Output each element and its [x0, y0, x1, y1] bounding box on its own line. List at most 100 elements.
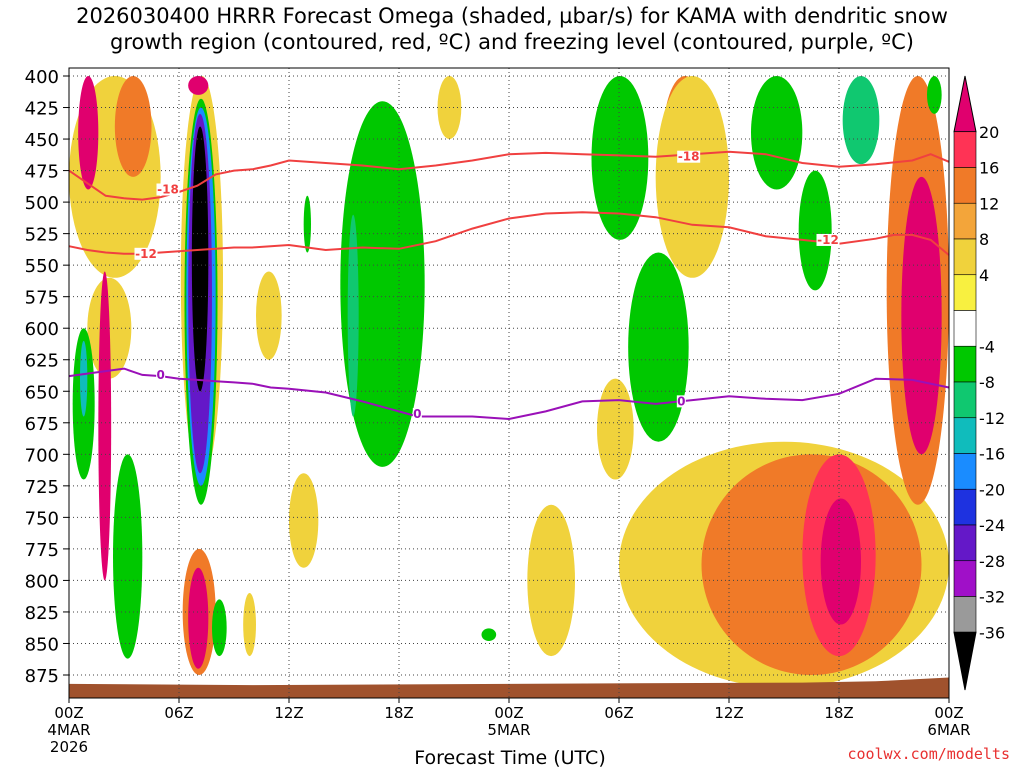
omega-shaded-region-1 — [78, 76, 99, 190]
colorbar-label-2: 12 — [979, 194, 999, 213]
x-tick-label-0: 00Z — [54, 704, 83, 722]
contour-label-bg-2 — [134, 247, 158, 260]
omega-shaded-region-31 — [597, 378, 634, 480]
colorbar-label-10: -24 — [979, 516, 1005, 535]
y-tick-label-575: 575 — [25, 288, 59, 309]
y-tick-label-850: 850 — [25, 634, 59, 655]
y-tick-label-800: 800 — [25, 571, 59, 592]
omega-shaded-region-19 — [188, 567, 209, 669]
omega-shaded-region-28 — [842, 76, 880, 165]
x-tick-date-48: 6MAR — [927, 721, 970, 739]
contour-label-0: -18 — [157, 182, 179, 196]
x-tick-year-0: 2026 — [50, 738, 88, 756]
colorbar-bin-11 — [953, 488, 977, 526]
y-tick-label-425: 425 — [25, 99, 59, 120]
colorbar-bin-2 — [953, 167, 977, 204]
y-tick-label-400: 400 — [25, 67, 59, 88]
colorbar-label-9: -20 — [979, 480, 1005, 499]
y-tick-label-600: 600 — [25, 319, 59, 340]
omega-shaded-region-27 — [751, 76, 803, 190]
y-tick-label-625: 625 — [25, 351, 59, 372]
omega-shaded-region-21 — [243, 593, 256, 657]
omega-shaded-region-29 — [798, 170, 832, 291]
colorbar-label-11: -28 — [979, 552, 1005, 571]
contour-label-bg-5 — [412, 407, 422, 420]
colorbar-bin-6 — [953, 310, 977, 347]
omega-shaded-region-14 — [98, 271, 112, 581]
colorbar-bin-7 — [953, 345, 977, 383]
contour-label-bg-3 — [816, 233, 840, 246]
colorbar-bin-1 — [953, 131, 977, 168]
x-tick-label-48: 00Z — [934, 704, 963, 722]
x-tick-label-18: 18Z — [384, 704, 413, 722]
x-tick-label-6: 06Z — [164, 704, 193, 722]
x-axis-title: Forecast Time (UTC) — [414, 747, 605, 768]
omega-shaded-region-26 — [655, 76, 729, 278]
contour-label-3: -12 — [817, 233, 839, 247]
colorbar-bin-9 — [953, 417, 977, 454]
y-tick-label-775: 775 — [25, 540, 59, 561]
colorbar-label-8: -16 — [979, 445, 1005, 464]
omega-shaded-region-11 — [347, 214, 359, 417]
omega-shaded-region-40 — [481, 628, 497, 641]
colorbar-label-5: -4 — [979, 337, 995, 356]
y-tick-label-700: 700 — [25, 445, 59, 466]
contour-label-bg-0 — [156, 183, 180, 196]
contour-label-4: 0 — [156, 368, 164, 382]
omega-shaded-region-38 — [927, 76, 942, 114]
omega-shaded-region-39 — [527, 504, 576, 657]
contour-label-bg-6 — [676, 395, 686, 408]
contour-label-6: 0 — [677, 394, 685, 408]
colorbar-bin-13 — [953, 560, 977, 597]
colorbar-bin-8 — [953, 381, 977, 419]
y-tick-label-650: 650 — [25, 382, 59, 403]
omega-shaded-region-24 — [591, 75, 649, 240]
x-tick-label-12: 12Z — [274, 704, 303, 722]
x-tick-date-24: 5MAR — [487, 721, 530, 739]
omega-shaded-region-35 — [820, 498, 861, 625]
contour-label-bg-1 — [677, 150, 701, 163]
y-tick-label-725: 725 — [25, 477, 59, 498]
colorbar-bin-5 — [953, 274, 977, 311]
colorbar-bottom-arrow — [953, 631, 977, 691]
y-tick-label-500: 500 — [25, 193, 59, 214]
colorbar-top-arrow — [953, 75, 977, 133]
colorbar-bin-10 — [953, 453, 977, 490]
contour-label-5: 0 — [413, 407, 421, 421]
omega-shaded-region-4 — [188, 76, 209, 95]
chart-title-line-2: growth region (contoured, red, ºC) and f… — [110, 30, 914, 54]
x-tick-date-0: 4MAR — [47, 721, 90, 739]
omega-shaded-region-17 — [113, 454, 143, 659]
omega-shaded-region-37 — [901, 176, 942, 455]
colorbar-bin-14 — [953, 596, 977, 633]
omega-shaded-region-12 — [256, 271, 282, 360]
colorbar-bin-12 — [953, 524, 977, 562]
colorbar-label-12: -32 — [979, 588, 1005, 607]
y-tick-label-875: 875 — [25, 666, 59, 687]
y-tick-label-675: 675 — [25, 414, 59, 435]
colorbar-label-1: 16 — [979, 159, 999, 178]
omega-shaded-region-9 — [340, 101, 425, 467]
omega-shaded-region-16 — [80, 340, 88, 417]
x-tick-label-24: 00Z — [494, 704, 523, 722]
x-tick-label-36: 12Z — [714, 704, 743, 722]
colorbar-label-6: -8 — [979, 373, 995, 392]
omega-shaded-region-2 — [114, 76, 152, 177]
x-tick-label-42: 18Z — [824, 704, 853, 722]
y-tick-label-525: 525 — [25, 225, 59, 246]
y-tick-label-750: 750 — [25, 508, 59, 529]
x-tick-label-30: 06Z — [604, 704, 633, 722]
colorbar-label-13: -36 — [979, 623, 1005, 642]
colorbar-label-4: 4 — [979, 266, 989, 285]
omega-shaded-region-8 — [191, 126, 209, 392]
colorbar-bin-4 — [953, 238, 977, 276]
credit-text[interactable]: coolwx.com/modelts — [847, 745, 1010, 763]
y-tick-label-475: 475 — [25, 162, 59, 183]
omega-shaded-region-20 — [212, 599, 227, 657]
colorbar-bin-3 — [953, 202, 977, 240]
y-tick-label-825: 825 — [25, 603, 59, 624]
omega-shaded-region-22 — [289, 473, 319, 568]
contour-label-2: -12 — [135, 247, 157, 261]
contour-line-0 — [68, 150, 950, 201]
